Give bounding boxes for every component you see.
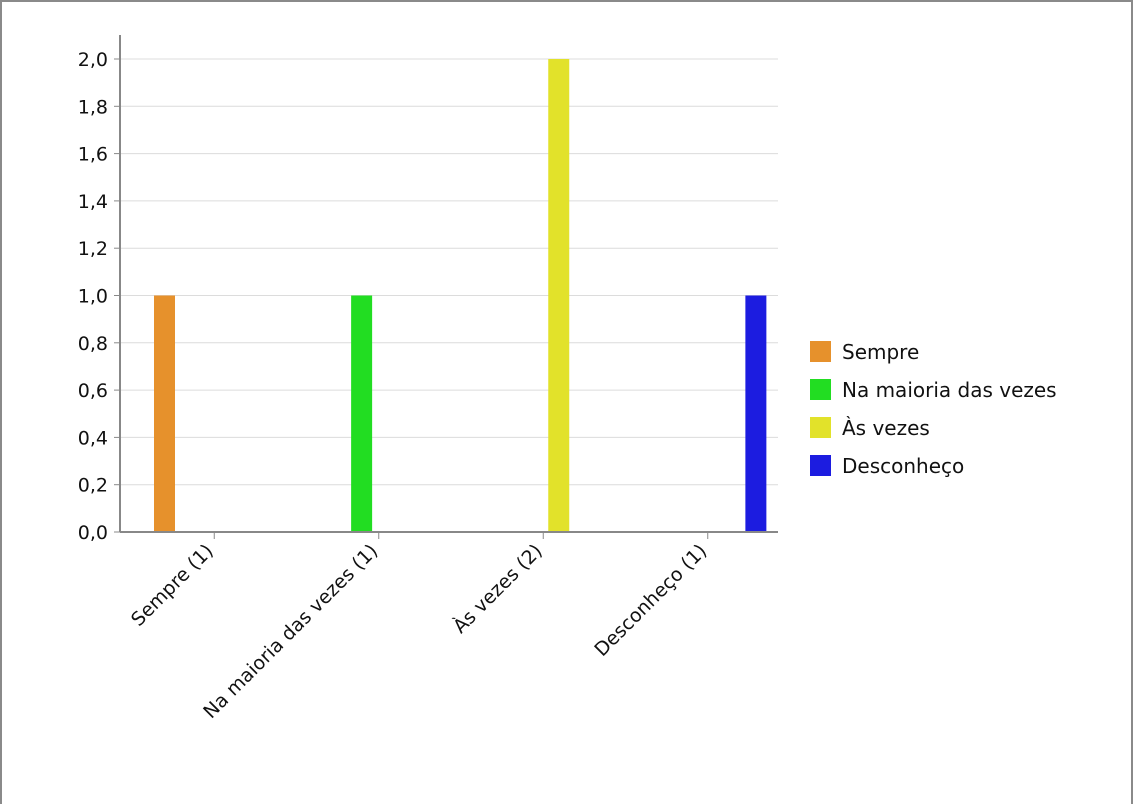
legend-swatch — [810, 417, 831, 438]
legend-swatch — [810, 455, 831, 476]
y-tick-label: 1,4 — [78, 191, 108, 213]
y-tick-label: 0,4 — [78, 427, 108, 449]
legend-label: Às vezes — [842, 416, 930, 440]
y-tick-label: 0,2 — [78, 475, 108, 497]
bars — [154, 59, 767, 532]
bar — [154, 295, 175, 532]
x-tick-label: Desconheço (1) — [590, 540, 711, 661]
legend-swatch — [810, 341, 831, 362]
legend-label: Sempre — [842, 340, 919, 364]
axes — [119, 35, 778, 533]
legend-label: Desconheço — [842, 454, 964, 478]
y-tick-label: 0,0 — [78, 522, 108, 544]
y-tick-label: 2,0 — [78, 49, 108, 71]
y-axis-ticks: 0,0 0,2 0,4 0,6 0,8 1,0 1,2 1,4 1,6 1,8 2,0 — [78, 49, 120, 544]
bar — [745, 295, 767, 532]
y-tick-label: 1,8 — [78, 96, 108, 118]
x-tick-label: Às vezes (2) — [448, 539, 547, 638]
bar — [351, 295, 373, 532]
y-tick-label: 0,8 — [78, 333, 108, 355]
x-tick-label: Na maioria das vezes (1) — [199, 540, 382, 723]
x-tick-label: Sempre (1) — [127, 540, 218, 631]
x-axis-ticks: Sempre (1)Na maioria das vezes (1) Às vez… — [127, 532, 711, 723]
legend-label: Na maioria das vezes — [842, 378, 1057, 402]
y-tick-label: 0,6 — [78, 380, 108, 402]
legend: Sempre Na maioria das vezes Às vezes Descon… — [810, 340, 1057, 478]
y-tick-label: 1,6 — [78, 144, 108, 166]
y-tick-label: 1,0 — [78, 286, 108, 308]
gridlines — [120, 58, 778, 486]
bar — [548, 59, 570, 532]
y-tick-label: 1,2 — [78, 238, 108, 260]
legend-swatch — [810, 379, 831, 400]
